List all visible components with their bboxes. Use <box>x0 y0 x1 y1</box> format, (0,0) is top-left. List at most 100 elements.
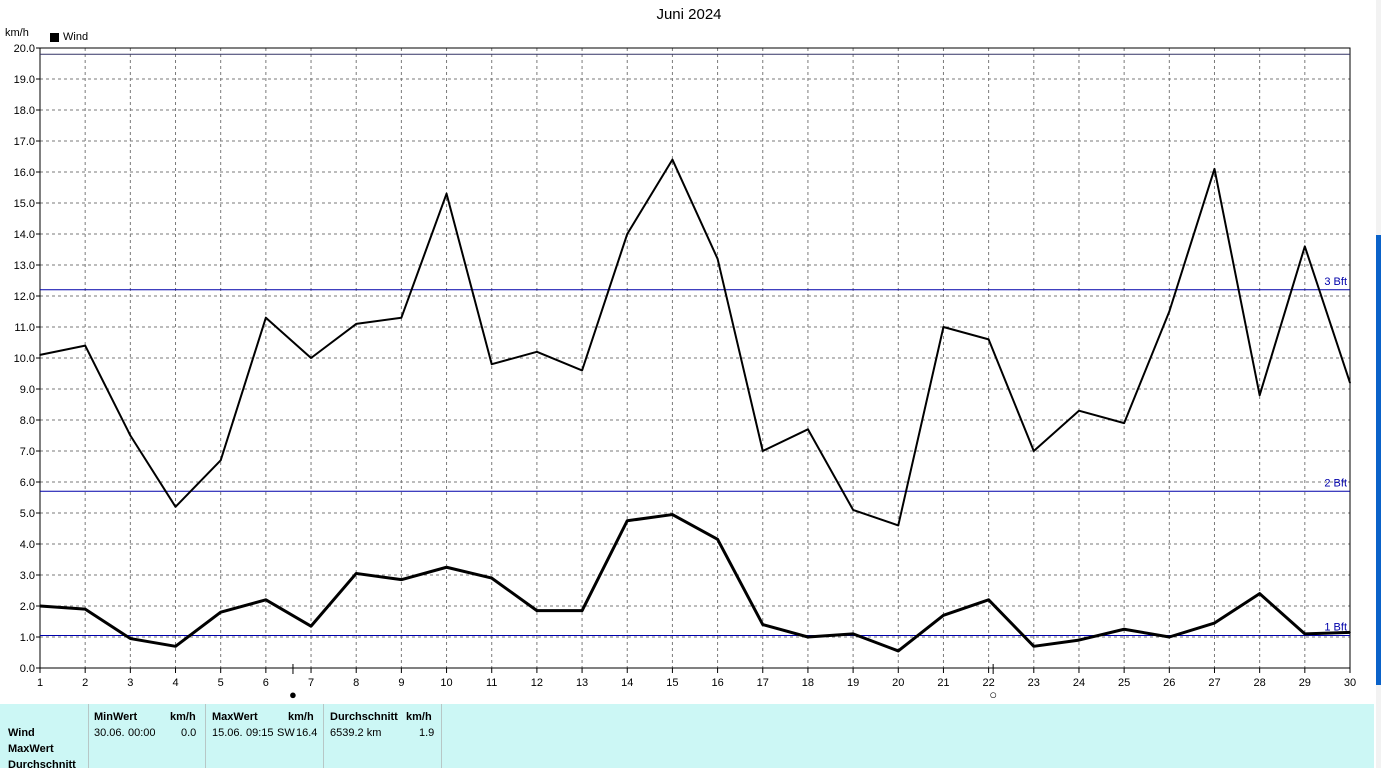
data-point <box>581 369 583 372</box>
y-tick-label: 18.0 <box>14 105 35 117</box>
y-tick-label: 19.0 <box>14 74 35 86</box>
plot-frame <box>39 47 1351 669</box>
avg-header: Durchschnitt <box>330 711 398 723</box>
x-tick-label: 10 <box>440 677 452 689</box>
y-tick-label: 16.0 <box>14 167 35 179</box>
data-point <box>174 506 177 508</box>
x-tick-label: 6 <box>263 677 269 689</box>
scrollbar-thumb[interactable] <box>1376 235 1381 685</box>
y-tick-label: 6.0 <box>20 477 35 489</box>
table-divider <box>205 704 206 768</box>
max-header: MaxWert <box>212 711 258 723</box>
data-point <box>355 323 358 325</box>
x-tick-label: 2 <box>82 677 88 689</box>
data-point <box>39 354 41 356</box>
data-point <box>39 605 41 607</box>
y-tick-label: 14.0 <box>14 229 35 241</box>
data-point <box>897 650 900 652</box>
x-tick-label: 7 <box>308 677 314 689</box>
legend-label: Wind <box>63 31 89 43</box>
x-tick-label: 22 <box>982 677 994 689</box>
x-tick-label: 27 <box>1208 677 1220 689</box>
vertical-scrollbar[interactable] <box>1374 0 1381 768</box>
data-point <box>1168 636 1171 638</box>
avg-distance: 6539.2 km <box>330 727 382 739</box>
data-point <box>626 519 629 522</box>
y-tick-label: 3.0 <box>20 570 35 582</box>
avg-unit: km/h <box>406 711 432 723</box>
x-tick-label: 30 <box>1344 677 1356 689</box>
y-tick-label: 10.0 <box>14 353 35 365</box>
data-point <box>1304 245 1306 248</box>
x-tick-label: 9 <box>398 677 404 689</box>
statistics-table: Wind MaxWert Durchschnitt MinWert km/h 3… <box>0 704 1374 771</box>
y-tick-label: 20.0 <box>14 43 35 55</box>
data-point <box>987 338 990 341</box>
x-tick-label: 5 <box>218 677 224 689</box>
x-tick-label: 12 <box>531 677 543 689</box>
x-tick-label: 24 <box>1073 677 1085 689</box>
data-point <box>897 524 900 527</box>
max-unit: km/h <box>288 711 314 723</box>
data-point <box>445 566 448 569</box>
y-tick-label: 1.0 <box>20 632 35 644</box>
x-tick-label: 19 <box>847 677 859 689</box>
row-label-maxwert: MaxWert <box>8 743 54 755</box>
data-point <box>219 611 222 613</box>
wind-line-chart: 0.01.02.03.04.05.06.07.08.09.010.011.012… <box>14 43 1357 702</box>
table-divider <box>323 704 324 768</box>
data-point <box>852 633 854 635</box>
data-point <box>129 637 132 640</box>
row-label-durchschnitt: Durchschnitt <box>8 759 76 771</box>
data-point <box>987 599 990 601</box>
full-moon-icon: ○ <box>989 687 997 702</box>
min-time: 00:00 <box>128 727 156 739</box>
data-point <box>129 434 132 437</box>
data-point <box>84 608 86 610</box>
y-tick-label: 0.0 <box>20 663 35 675</box>
data-point <box>1213 168 1216 170</box>
data-point <box>716 538 719 541</box>
data-point <box>1123 422 1125 424</box>
x-tick-label: 14 <box>621 677 633 689</box>
data-point <box>626 233 629 235</box>
row-label-wind: Wind <box>8 727 35 739</box>
x-tick-label: 29 <box>1299 677 1311 689</box>
max-direction: SW <box>277 727 295 739</box>
data-point <box>310 357 312 359</box>
y-tick-label: 11.0 <box>14 322 35 334</box>
min-unit: km/h <box>170 711 196 723</box>
data-point <box>536 351 538 353</box>
data-point <box>807 428 809 431</box>
x-tick-label: 13 <box>576 677 588 689</box>
x-tick-label: 26 <box>1163 677 1175 689</box>
data-point <box>490 577 493 579</box>
y-tick-label: 9.0 <box>20 384 35 396</box>
x-tick-label: 21 <box>937 677 949 689</box>
data-point <box>400 316 403 319</box>
data-point <box>671 513 674 516</box>
y-tick-label: 15.0 <box>14 198 35 210</box>
y-tick-label: 2.0 <box>20 601 35 613</box>
data-point <box>942 326 945 328</box>
data-point <box>490 363 493 366</box>
data-point <box>807 636 809 638</box>
x-tick-label: 11 <box>486 677 497 689</box>
data-point <box>174 645 177 648</box>
data-point <box>671 158 674 161</box>
x-tick-label: 8 <box>353 677 359 689</box>
data-point <box>761 623 764 626</box>
x-tick-label: 20 <box>892 677 904 689</box>
data-point <box>581 609 583 612</box>
data-point <box>1168 310 1171 313</box>
data-point <box>355 572 358 575</box>
data-point <box>265 599 267 601</box>
x-tick-label: 17 <box>757 677 769 689</box>
max-time: 09:15 <box>246 727 274 739</box>
beaufort-reference-label: 1 Bft <box>1324 621 1347 633</box>
data-point <box>1304 633 1306 635</box>
data-point <box>942 614 945 617</box>
data-point <box>761 450 764 452</box>
beaufort-reference-label: 2 Bft <box>1324 477 1347 489</box>
data-point <box>219 459 222 462</box>
